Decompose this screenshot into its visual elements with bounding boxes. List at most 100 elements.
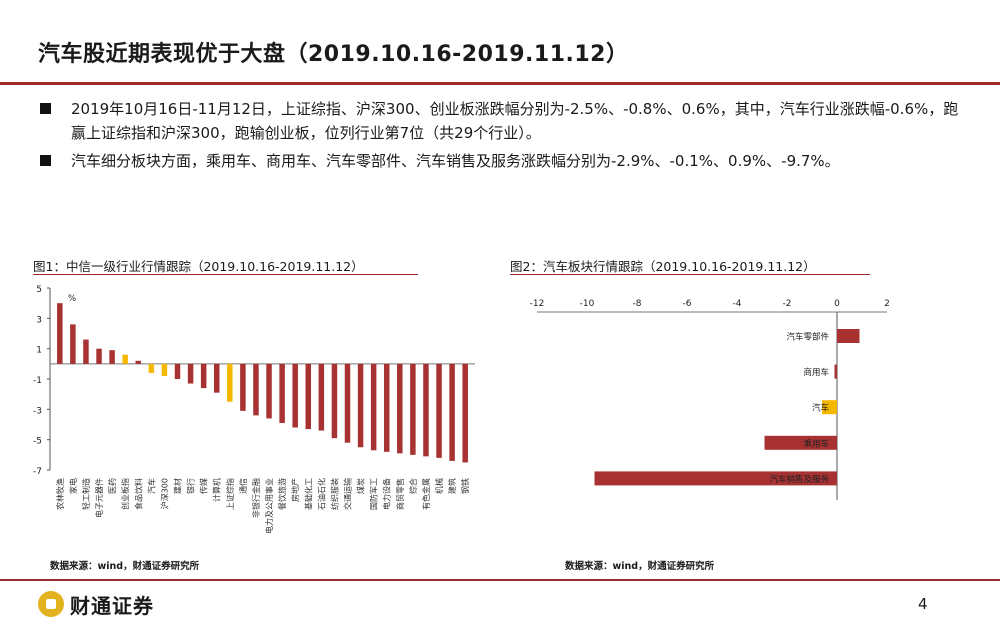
category-label: 汽车销售及服务: [769, 474, 829, 485]
y-tick-label: -5: [33, 437, 42, 447]
y-tick-label: -3: [33, 406, 42, 416]
bar: [292, 363, 298, 428]
x-tick-label: -4: [733, 299, 742, 309]
bar: [344, 363, 351, 443]
logo-text: 财通证券: [70, 594, 154, 618]
x-category-label: 沪深300: [159, 478, 169, 509]
bar: [187, 363, 194, 384]
bullet-square-icon: [40, 103, 51, 114]
y-tick-label: -1: [33, 376, 42, 386]
figure2-caption: 图2：汽车板块行情跟踪（2019.10.16-2019.11.12）: [510, 259, 816, 274]
figure1-source: 数据来源：wind，财通证券研究所: [50, 561, 200, 572]
figure2-caption-rule: [510, 274, 870, 275]
bar: [837, 329, 860, 343]
bar: [148, 363, 155, 373]
x-category-label: 房地产: [290, 478, 300, 502]
bullet-square-icon: [40, 155, 51, 166]
x-tick-label: -12: [530, 299, 545, 309]
unit-label: %: [68, 294, 76, 304]
bar: [449, 363, 455, 461]
bar: [109, 350, 115, 364]
bar: [57, 303, 63, 364]
x-category-label: 电力及公用事业: [264, 478, 274, 534]
x-category-label: 计算机: [212, 478, 222, 502]
bar: [122, 354, 128, 364]
x-category-label: 餐饮旅游: [277, 478, 287, 510]
category-label: 汽车零部件: [786, 332, 829, 343]
bar: [383, 363, 390, 452]
x-category-label: 机械: [434, 478, 444, 494]
x-category-label: 商贸零售: [395, 478, 405, 510]
bar: [213, 363, 220, 393]
x-category-label: 电子元器件: [94, 478, 104, 518]
x-category-label: 综合: [408, 478, 418, 494]
industry-bar-chart: 5 3 1 -1 -3 -5 -7% 农林牧渔 家电 轻工制造 电子元器件 医药 创业板指 食品饮料 汽车沪…: [33, 285, 475, 534]
y-tick-label: 3: [36, 315, 42, 325]
figure2-source: 数据来源：wind，财通证券研究所: [565, 561, 715, 572]
bullet-item: 汽车细分板块方面，乘用车、商用车、汽车零部件、汽车销售及服务涨跌幅分别为-2.9…: [38, 149, 968, 173]
bar: [240, 363, 246, 411]
bullet-text: 2019年10月16日-11月12日，上证综指、沪深300、创业板涨跌幅分别为-…: [71, 100, 959, 142]
category-label: 汽车: [812, 403, 829, 414]
x-category-label: 汽车: [146, 478, 156, 494]
bar: [331, 363, 338, 439]
x-category-label: 通信: [238, 478, 248, 494]
bar: [370, 363, 377, 451]
bar: [318, 363, 325, 431]
x-category-label: 轻工制造: [81, 478, 91, 510]
x-tick-label: 0: [834, 299, 840, 309]
x-category-label: 有色金属: [421, 478, 431, 510]
y-tick-label: 1: [36, 346, 42, 356]
bar: [279, 363, 285, 423]
bar: [764, 435, 837, 450]
bar: [266, 363, 272, 419]
x-tick-label: -8: [633, 299, 642, 309]
x-category-label: 钢铁: [460, 478, 470, 494]
x-category-label: 食品饮料: [133, 478, 143, 510]
bar: [253, 363, 259, 416]
bullet-text: 汽车细分板块方面，乘用车、商用车、汽车零部件、汽车销售及服务涨跌幅分别为-2.9…: [71, 152, 840, 170]
x-category-label: 电力设备: [382, 478, 392, 510]
title-rule: [0, 82, 1000, 85]
category-label: 商用车: [803, 367, 829, 378]
x-category-label: 创业板指: [120, 478, 130, 510]
x-category-label: 农林牧渔: [55, 478, 65, 510]
bar: [410, 363, 416, 455]
bar: [305, 363, 312, 430]
y-tick-label: 5: [36, 285, 42, 295]
page-number: 4: [918, 595, 928, 613]
x-category-label: 医药: [107, 478, 117, 494]
x-category-label: 家电: [68, 478, 78, 494]
coin-icon: [38, 591, 64, 617]
x-category-label: 石油石化: [316, 478, 326, 510]
x-category-label: 传媒: [199, 478, 209, 494]
bar: [462, 363, 468, 463]
x-tick-label: 2: [884, 299, 890, 309]
category-label: 乘用车: [803, 438, 829, 449]
x-tick-label: -10: [580, 299, 595, 309]
bar: [174, 363, 181, 379]
bullet-item: 2019年10月16日-11月12日，上证综指、沪深300、创业板涨跌幅分别为-…: [38, 97, 968, 145]
bar: [834, 364, 837, 379]
x-category-label: 建筑: [447, 478, 457, 494]
x-category-label: 非银行金融: [251, 478, 261, 518]
bar: [96, 348, 102, 364]
bar: [200, 363, 207, 389]
bar: [423, 363, 429, 457]
bar: [70, 324, 76, 364]
bullet-list: 2019年10月16日-11月12日，上证综指、沪深300、创业板涨跌幅分别为-…: [38, 97, 968, 177]
figure1-caption: 图1：中信一级行业行情跟踪（2019.10.16-2019.11.12）: [33, 259, 364, 274]
bar: [436, 363, 442, 458]
x-category-label: 建材: [173, 478, 183, 494]
x-category-label: 煤炭: [356, 478, 366, 494]
x-tick-label: -2: [783, 299, 792, 309]
bar: [135, 360, 142, 364]
x-category-label: 上证综指: [225, 478, 235, 510]
company-logo: 财通证券: [38, 590, 188, 620]
x-category-label: 交通运输: [343, 478, 353, 510]
bar: [161, 363, 168, 376]
footer-rule: [0, 579, 1000, 581]
bar: [83, 339, 89, 364]
x-category-label: 基础化工: [303, 478, 313, 510]
